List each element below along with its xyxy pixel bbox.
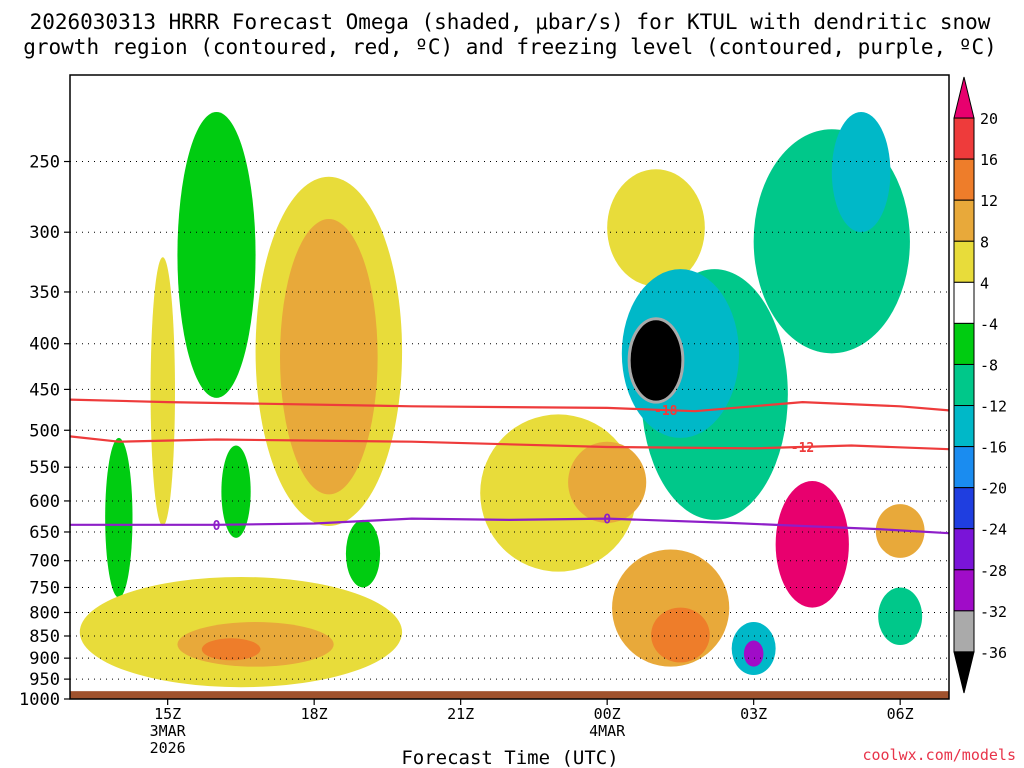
y-tick-label-400: 400: [29, 335, 60, 355]
plot-frame: [69, 74, 950, 700]
contour-label-freezing-level: 0: [213, 519, 221, 534]
omega-region-green-1600-mid: [221, 445, 251, 538]
colorbar-triangle-top: [953, 76, 975, 119]
x-tick-label-00Z: 00Z: [594, 705, 621, 723]
colorbar-label-20: 20: [980, 110, 998, 128]
contour-dgz-top: [69, 398, 950, 413]
x-tick-label-15Z: 15Z: [154, 705, 181, 723]
chart-title-line2: growth region (contoured, red, ºC) and f…: [23, 35, 997, 59]
colorbar-label-4: 4: [980, 274, 989, 292]
colorbar-label--28: -28: [980, 562, 1007, 580]
colorbar-swatch-1: [953, 117, 975, 160]
credit-label: coolwx.com/models: [862, 746, 1016, 764]
colorbar-label--24: -24: [980, 521, 1007, 539]
colorbar-label-8: 8: [980, 233, 989, 251]
y-tick-label-250: 250: [29, 153, 60, 173]
x-tick-sublabel-15Z: 3MAR: [150, 722, 187, 740]
x-tick-label-03Z: 03Z: [740, 705, 767, 723]
omega-region-red-low: [201, 638, 261, 661]
contour-label-dgz-bottom: -12: [791, 441, 814, 456]
temperature-contours: -18 -12 0 0: [69, 398, 950, 535]
colorbar-triangle-bottom: [953, 651, 975, 694]
omega-region-green-0600: [878, 587, 923, 646]
x-tick-sublabel-00Z: 4MAR: [589, 722, 626, 740]
colorbar-label--20: -20: [980, 480, 1007, 498]
y-tick-label-1000: 1000: [19, 690, 60, 710]
y-tick-label-800: 800: [29, 603, 60, 623]
y-tick-label-650: 650: [29, 523, 60, 543]
omega-region-yellow-1500: [150, 257, 175, 526]
colorbar-label--4: -4: [980, 315, 998, 333]
x-tick-year-15Z: 2026: [150, 739, 186, 757]
colorbar-swatch-13: [953, 610, 975, 653]
colorbar-label-12: 12: [980, 192, 998, 210]
colorbar-swatch-10: [953, 487, 975, 530]
y-tick-label-550: 550: [29, 458, 60, 478]
x-tick-label-21Z: 21Z: [447, 705, 474, 723]
ground-surface: [70, 691, 949, 699]
colorbar-swatch-11: [953, 528, 975, 571]
colorbar-swatch-2: [953, 158, 975, 201]
y-tick-label-350: 350: [29, 283, 60, 303]
y-tick-label-450: 450: [29, 380, 60, 400]
y-tick-label-500: 500: [29, 421, 60, 441]
colorbar-swatch-9: [953, 446, 975, 489]
omega-region-red-0100-low: [651, 607, 710, 663]
contour-label-freezing-level-2: 0: [603, 513, 611, 528]
colorbar-label--8: -8: [980, 356, 998, 374]
x-tick-label-18Z: 18Z: [301, 705, 328, 723]
y-tick-label-750: 750: [29, 578, 60, 598]
colorbar-swatch-6: [953, 322, 975, 365]
y-tick-label-950: 950: [29, 670, 60, 690]
y-tick-label-900: 900: [29, 649, 60, 669]
contour-freezing-level: [70, 517, 950, 535]
colorbar-label--32: -32: [980, 603, 1007, 621]
colorbar-swatch-5: [953, 281, 975, 324]
colorbar-label--16: -16: [980, 439, 1007, 457]
y-tick-label-600: 600: [29, 492, 60, 512]
colorbar-label-16: 16: [980, 151, 998, 169]
omega-region-orange-1830: [279, 219, 378, 495]
omega-region-yellow-0030-high: [607, 169, 705, 287]
y-axis: 2503003504004505005506006507007508008509…: [19, 153, 70, 710]
plot-area: -18 -12 0 0: [69, 74, 950, 700]
colorbar-swatch-3: [953, 199, 975, 242]
colorbar-label--12: -12: [980, 398, 1007, 416]
omega-region-teal-0430-high: [831, 111, 891, 233]
omega-region-green-1630: [177, 111, 256, 398]
x-tick-label-06Z: 06Z: [887, 705, 914, 723]
contour-dgz-bottom: [69, 435, 950, 451]
omega-region-magenta-0400: [775, 481, 849, 608]
omega-region-orange-0000: [568, 441, 647, 523]
y-tick-label-700: 700: [29, 552, 60, 572]
omega-region-green-1850: [345, 519, 381, 588]
colorbar: 20 16 12 8 4 -4 -8 -12 -16 -20 -24 -28 -32 -36: [953, 76, 1007, 694]
colorbar-swatch-7: [953, 363, 975, 407]
colorbar-swatch-12: [953, 569, 975, 612]
colorbar-swatch-8: [953, 405, 975, 448]
omega-region-green-1430: [105, 437, 133, 598]
gridlines: [70, 161, 949, 680]
omega-region-purple-0300-low: [743, 640, 764, 667]
colorbar-label--36: -36: [980, 644, 1007, 662]
contour-label-dgz-top: -18: [654, 404, 678, 419]
colorbar-swatch-4: [953, 240, 975, 283]
omega-fields: [79, 111, 925, 688]
chart-title-line1: 2026030313 HRRR Forecast Omega (shaded, …: [30, 10, 991, 34]
omega-region-black-0100: [627, 317, 685, 404]
y-tick-label-300: 300: [29, 223, 60, 243]
y-tick-label-850: 850: [29, 627, 60, 647]
x-axis-label: Forecast Time (UTC): [401, 747, 618, 768]
